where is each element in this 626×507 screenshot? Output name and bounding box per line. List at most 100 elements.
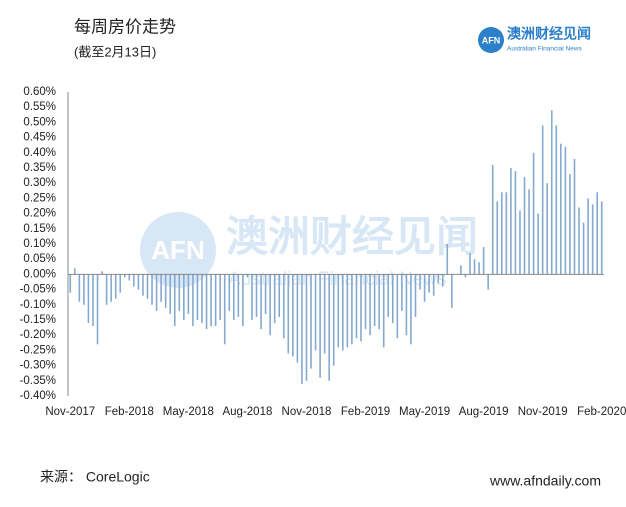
- bar: [96, 274, 99, 345]
- y-tick-label: -0.10%: [20, 299, 56, 311]
- bar: [473, 259, 476, 275]
- y-tick-label: 0.20%: [23, 208, 56, 220]
- bar: [128, 274, 131, 281]
- bar: [437, 274, 440, 284]
- y-tick-label: 0.35%: [23, 162, 56, 174]
- bar: [74, 268, 76, 275]
- bar: [183, 274, 185, 320]
- x-tick-label: Aug-2019: [459, 406, 509, 418]
- bar: [155, 274, 158, 311]
- logo-name: 澳洲财经见闻: [507, 26, 591, 42]
- bar: [310, 274, 312, 369]
- bar: [278, 274, 281, 317]
- y-tick-label: -0.05%: [20, 284, 56, 296]
- logo-mark: AFN: [482, 35, 501, 45]
- y-tick-label: 0.45%: [23, 132, 56, 144]
- bar: [387, 274, 390, 317]
- bar: [296, 274, 299, 363]
- bar: [323, 274, 326, 354]
- bar: [114, 274, 117, 299]
- y-tick-label: -0.20%: [20, 329, 56, 341]
- bar: [587, 198, 589, 275]
- bar: [464, 274, 467, 278]
- bar: [405, 274, 408, 336]
- y-tick-label: 0.10%: [23, 238, 56, 250]
- bar: [273, 274, 276, 324]
- bar: [173, 274, 176, 327]
- bar: [169, 274, 172, 314]
- bar: [469, 253, 471, 275]
- y-tick-label: 0.25%: [23, 192, 56, 204]
- bar: [260, 274, 262, 330]
- y-tick-label: 0.50%: [23, 116, 56, 128]
- bar: [423, 274, 426, 302]
- y-tick-label: 0.15%: [23, 223, 56, 235]
- bar: [369, 274, 371, 336]
- x-tick-label: Feb-2019: [341, 406, 390, 418]
- bar: [87, 274, 90, 324]
- bar: [246, 274, 249, 278]
- bar: [391, 274, 394, 324]
- y-tick-label: 0.60%: [23, 86, 56, 98]
- bar: [301, 274, 303, 384]
- bar: [133, 274, 135, 287]
- bar: [196, 274, 199, 320]
- bar: [482, 247, 485, 275]
- watermark-mark: AFN: [151, 235, 204, 265]
- watermark-name: 澳洲财经见闻: [226, 213, 478, 260]
- bar: [346, 274, 349, 348]
- bar: [219, 274, 221, 320]
- bar: [342, 274, 344, 351]
- bar: [187, 274, 190, 314]
- bar: [519, 210, 521, 275]
- bar: [223, 274, 226, 345]
- bar: [351, 274, 353, 345]
- bar: [460, 265, 462, 275]
- bar: [569, 174, 571, 275]
- x-tick-label: Nov-2019: [518, 406, 568, 418]
- bar: [314, 274, 317, 351]
- bar: [69, 274, 72, 293]
- logo-english: Australian Financial News: [507, 46, 583, 53]
- bar: [237, 274, 240, 317]
- y-tick-label: 0.30%: [23, 177, 56, 189]
- bar: [496, 201, 499, 275]
- bar: [242, 274, 244, 327]
- website: www.afndaily.com: [489, 473, 601, 489]
- x-tick-label: Feb-2018: [105, 406, 154, 418]
- bar: [582, 222, 585, 275]
- bar: [232, 274, 235, 320]
- bar: [414, 274, 417, 317]
- bar: [451, 274, 453, 308]
- bar: [378, 274, 380, 330]
- bar: [160, 274, 162, 302]
- y-tick-label: 0.55%: [23, 101, 56, 113]
- bar: [78, 274, 81, 302]
- bar: [264, 274, 267, 314]
- bar: [441, 274, 444, 287]
- y-tick-label: 0.40%: [23, 147, 56, 159]
- bar: [555, 125, 558, 275]
- bar: [92, 274, 94, 327]
- bar: [432, 274, 435, 296]
- x-tick-label: May-2019: [399, 406, 450, 418]
- bar: [269, 274, 271, 336]
- x-tick-label: Nov-2018: [282, 406, 332, 418]
- bar: [541, 125, 544, 275]
- bar: [537, 213, 539, 275]
- bar: [205, 274, 208, 330]
- bar: [178, 274, 181, 311]
- bar: [137, 274, 140, 290]
- bar: [446, 244, 449, 275]
- source: 来源： CoreLogic: [40, 469, 150, 485]
- y-tick-label: -0.40%: [20, 390, 56, 402]
- bar: [478, 262, 480, 275]
- bar: [591, 204, 594, 275]
- bar: [337, 274, 340, 348]
- bar: [500, 192, 503, 275]
- bar: [201, 274, 203, 324]
- bar: [510, 168, 512, 275]
- bar: [83, 274, 85, 305]
